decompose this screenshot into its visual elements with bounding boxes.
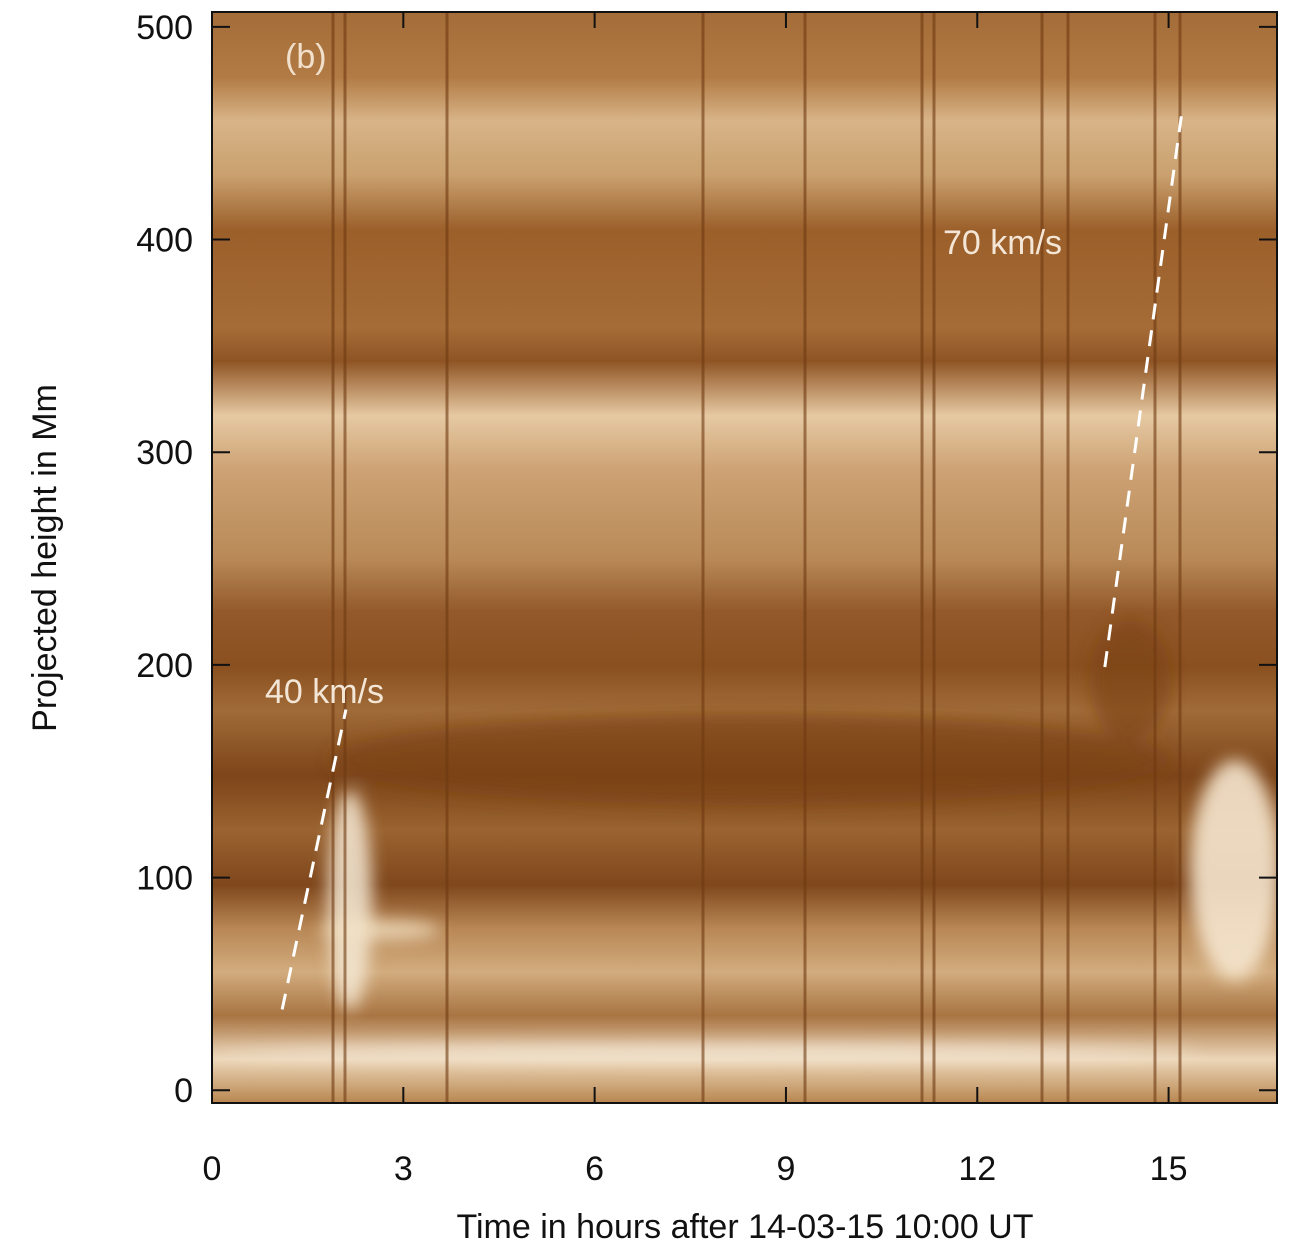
- panel-label: (b): [285, 38, 327, 76]
- plot-frame: [211, 11, 1278, 1104]
- y-tick-label: 200: [136, 647, 193, 685]
- x-tick-label: 9: [776, 1150, 795, 1188]
- y-tick-label: 100: [136, 860, 193, 898]
- x-tick-label: 12: [958, 1150, 996, 1188]
- speed-fit-line: [280, 709, 348, 1010]
- y-axis-label: Projected height in Mm: [26, 384, 64, 732]
- image-layer: [212, 12, 1277, 1103]
- speed-fit-line: [1103, 116, 1183, 668]
- x-axis-label: Time in hours after 14-03-15 10:00 UT: [456, 1208, 1033, 1246]
- speed-label: 70 km/s: [943, 224, 1062, 262]
- x-tick-label: 6: [585, 1150, 604, 1188]
- image-features: [212, 620, 1277, 1059]
- y-tick-label: 300: [136, 434, 193, 472]
- x-tick-label: 0: [203, 1150, 222, 1188]
- y-tick-label: 0: [174, 1072, 193, 1110]
- x-tick-label: 15: [1150, 1150, 1188, 1188]
- y-tick-label: 500: [136, 9, 193, 47]
- y-tick-label: 400: [136, 222, 193, 260]
- image-streaks: [331, 12, 1182, 1103]
- x-tick-label: 3: [394, 1150, 413, 1188]
- speed-label: 40 km/s: [265, 673, 384, 711]
